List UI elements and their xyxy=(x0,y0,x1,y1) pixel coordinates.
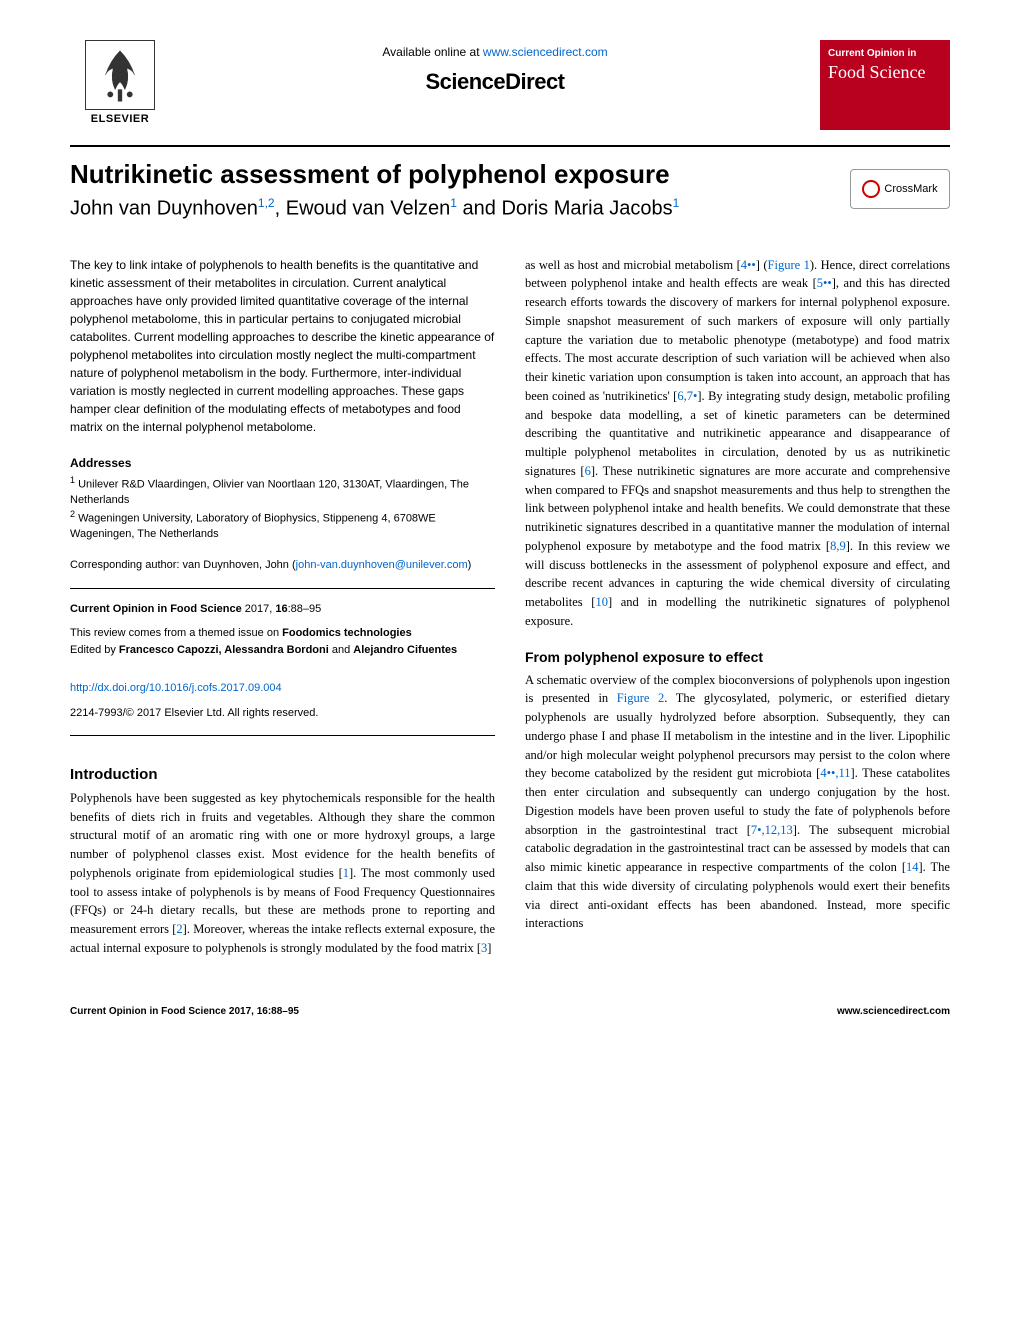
col2-text-4: ], and this has directed research effort… xyxy=(525,276,950,403)
editors-and: and xyxy=(329,644,353,656)
author-2-affil: 1 xyxy=(450,196,457,210)
intro-text-4: ] xyxy=(487,941,491,955)
abstract-text: The key to link intake of polyphenols to… xyxy=(70,256,495,436)
corresponding-author: Corresponding author: van Duynhoven, Joh… xyxy=(70,558,495,573)
footer-year: 2017, xyxy=(226,1006,257,1017)
journal-name: Current Opinion in Food Science xyxy=(70,603,242,615)
section-2-heading: From polyphenol exposure to effect xyxy=(525,649,950,665)
introduction-heading: Introduction xyxy=(70,766,495,783)
right-column: as well as host and microbial metabolism… xyxy=(525,256,950,958)
editors-names: Francesco Capozzi, Alessandra Bordoni xyxy=(119,644,329,656)
editor-3: Alejandro Cifuentes xyxy=(353,644,457,656)
footer-right: www.sciencedirect.com xyxy=(837,1006,950,1017)
footer-left: Current Opinion in Food Science 2017, 16… xyxy=(70,1006,299,1017)
journal-badge: Current Opinion in Food Science xyxy=(820,40,950,130)
ref-14-link[interactable]: 14 xyxy=(906,860,919,874)
page-header: ELSEVIER Available online at www.science… xyxy=(70,40,950,130)
copyright-line: 2214-7993/© 2017 Elsevier Ltd. All right… xyxy=(70,705,495,723)
address-1: Unilever R&D Vlaardingen, Olivier van No… xyxy=(70,478,469,505)
author-1-affil: 1,2 xyxy=(258,196,275,210)
available-prefix: Available online at xyxy=(382,45,483,59)
corresponding-prefix: Corresponding author: van Duynhoven, Joh… xyxy=(70,559,296,571)
article-title: Nutrikinetic assessment of polyphenol ex… xyxy=(70,159,850,190)
journal-badge-label: Current Opinion in xyxy=(828,48,942,59)
article-info-box: Current Opinion in Food Science 2017, 16… xyxy=(70,588,495,736)
addresses-heading: Addresses xyxy=(70,456,495,470)
themed-name: Foodomics technologies xyxy=(282,627,412,639)
corresponding-email-link[interactable]: john-van.duynhoven@unilever.com xyxy=(296,559,468,571)
title-section: Nutrikinetic assessment of polyphenol ex… xyxy=(70,145,950,221)
journal-volume: 16 xyxy=(275,603,287,615)
figure-2-link[interactable]: Figure 2 xyxy=(617,691,665,705)
sciencedirect-url-link[interactable]: www.sciencedirect.com xyxy=(483,45,608,59)
author-3-affil: 1 xyxy=(673,196,680,210)
elsevier-tree-icon xyxy=(85,40,155,110)
ref-4-11-link[interactable]: 4••,11 xyxy=(820,766,850,780)
themed-prefix: This review comes from a themed issue on xyxy=(70,627,282,639)
footer-pages: :88–95 xyxy=(268,1006,299,1017)
introduction-paragraph: Polyphenols have been suggested as key p… xyxy=(70,789,495,958)
ref-7-12-13-link[interactable]: 7•,12,13 xyxy=(751,823,793,837)
left-column: The key to link intake of polyphenols to… xyxy=(70,256,495,958)
journal-pages: :88–95 xyxy=(288,603,322,615)
two-column-layout: The key to link intake of polyphenols to… xyxy=(70,256,950,958)
ref-4-link[interactable]: 4•• xyxy=(741,258,756,272)
footer-journal: Current Opinion in Food Science xyxy=(70,1006,226,1017)
elsevier-label: ELSEVIER xyxy=(91,113,149,125)
journal-citation: Current Opinion in Food Science 2017, 16… xyxy=(70,601,495,619)
ref-10-link[interactable]: 10 xyxy=(595,595,608,609)
editors-line: Edited by Francesco Capozzi, Alessandra … xyxy=(70,642,495,660)
author-1: John van Duynhoven xyxy=(70,198,258,220)
available-online-text: Available online at www.sciencedirect.co… xyxy=(170,45,820,59)
ref-6-7-link[interactable]: 6,7• xyxy=(677,389,697,403)
journal-badge-name: Food Science xyxy=(828,63,942,83)
crossmark-icon xyxy=(862,180,880,198)
page-footer: Current Opinion in Food Science 2017, 16… xyxy=(70,998,950,1017)
crossmark-label: CrossMark xyxy=(884,183,937,195)
addresses-block: 1 Unilever R&D Vlaardingen, Olivier van … xyxy=(70,474,495,543)
center-header: Available online at www.sciencedirect.co… xyxy=(170,40,820,95)
footer-volume: 16 xyxy=(257,1006,268,1017)
journal-year: 2017, xyxy=(242,603,276,615)
author-2: , Ewoud van Velzen xyxy=(275,198,451,220)
figure-1-link[interactable]: Figure 1 xyxy=(768,258,810,272)
address-2: Wageningen University, Laboratory of Bio… xyxy=(70,513,436,540)
col2-text-1: as well as host and microbial metabolism… xyxy=(525,258,741,272)
corresponding-suffix: ) xyxy=(468,559,472,571)
ref-5-link[interactable]: 5•• xyxy=(817,276,832,290)
crossmark-badge[interactable]: CrossMark xyxy=(850,169,950,209)
author-3: and Doris Maria Jacobs xyxy=(457,198,673,220)
themed-issue-line: This review comes from a themed issue on… xyxy=(70,625,495,643)
col2-paragraph-2: A schematic overview of the complex bioc… xyxy=(525,671,950,934)
ref-8-9-link[interactable]: 8,9 xyxy=(830,539,846,553)
col2-text-2: ] ( xyxy=(756,258,768,272)
col2-paragraph-1: as well as host and microbial metabolism… xyxy=(525,256,950,631)
elsevier-logo: ELSEVIER xyxy=(70,40,170,125)
sciencedirect-wordmark: ScienceDirect xyxy=(170,69,820,95)
doi-link[interactable]: http://dx.doi.org/10.1016/j.cofs.2017.09… xyxy=(70,682,282,694)
edited-prefix: Edited by xyxy=(70,644,119,656)
authors-line: John van Duynhoven1,2, Ewoud van Velzen1… xyxy=(70,196,850,221)
